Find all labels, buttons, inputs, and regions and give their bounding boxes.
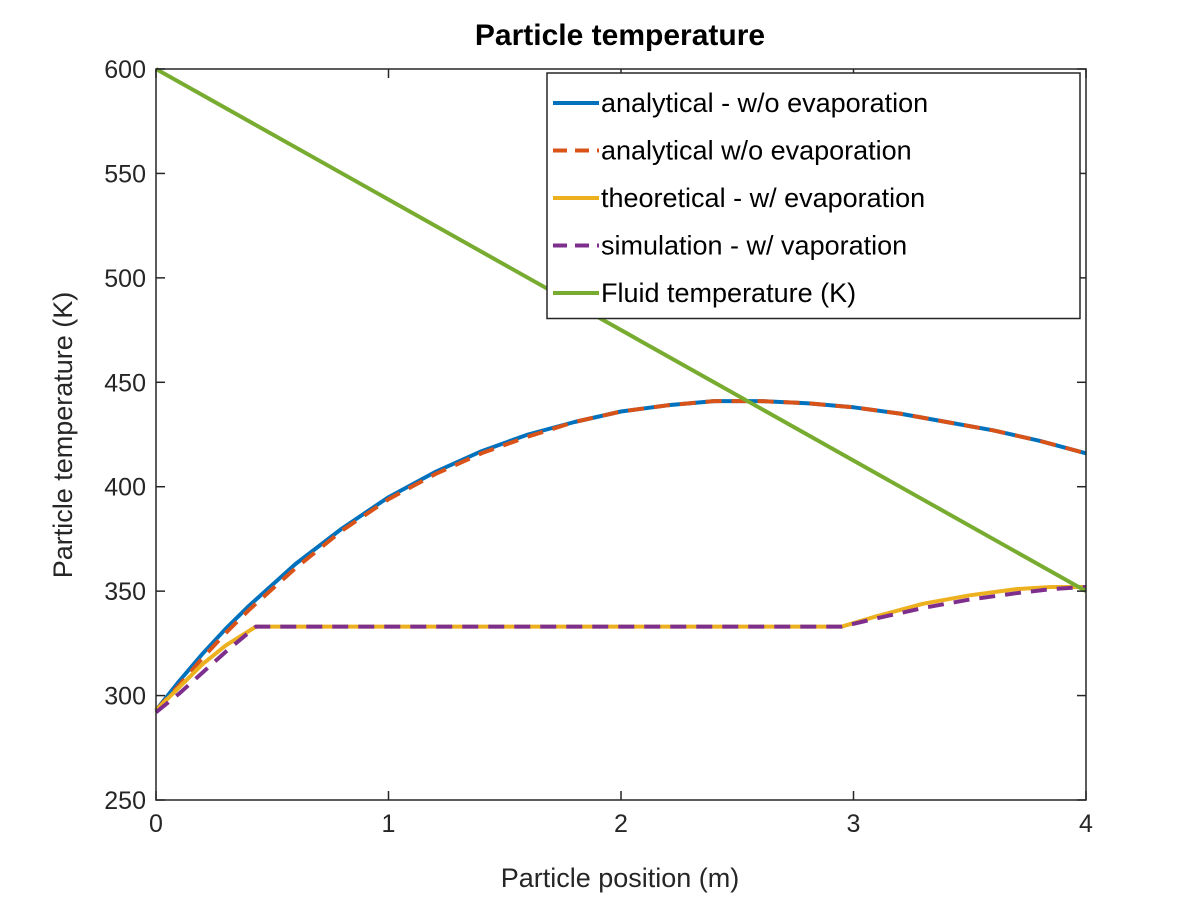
x-tick-label: 1	[382, 810, 396, 838]
series-line-2	[154, 399, 1087, 712]
y-tick-label: 550	[104, 160, 146, 188]
x-axis-label: Particle position (m)	[501, 863, 740, 893]
y-tick-label: 500	[104, 265, 146, 293]
legend-label-5: Fluid temperature (K)	[601, 278, 856, 308]
y-tick-label: 250	[104, 787, 146, 815]
series-line-5	[155, 67, 1087, 593]
y-tick-label: 300	[104, 683, 146, 711]
legend-label-1: analytical - w/o evaporation	[601, 88, 928, 118]
x-tick-label: 2	[614, 810, 628, 838]
legend-label-3: theoretical - w/ evaporation	[601, 183, 925, 213]
y-tick-label: 600	[104, 56, 146, 84]
x-tick-label: 4	[1079, 810, 1093, 838]
series-line-4	[154, 585, 1087, 714]
chart-title: Particle temperature	[475, 19, 765, 52]
x-tick-label: 3	[847, 810, 861, 838]
y-tick-label: 400	[104, 474, 146, 502]
x-tick-label: 0	[149, 810, 163, 838]
y-tick-label: 350	[104, 578, 146, 606]
legend-label-2: analytical w/o evaporation	[601, 136, 912, 166]
legend-label-4: simulation - w/ vaporation	[601, 231, 907, 261]
legend	[546, 72, 1081, 320]
y-tick-label: 450	[104, 369, 146, 397]
y-axis-label: Particle temperature (K)	[48, 292, 78, 579]
